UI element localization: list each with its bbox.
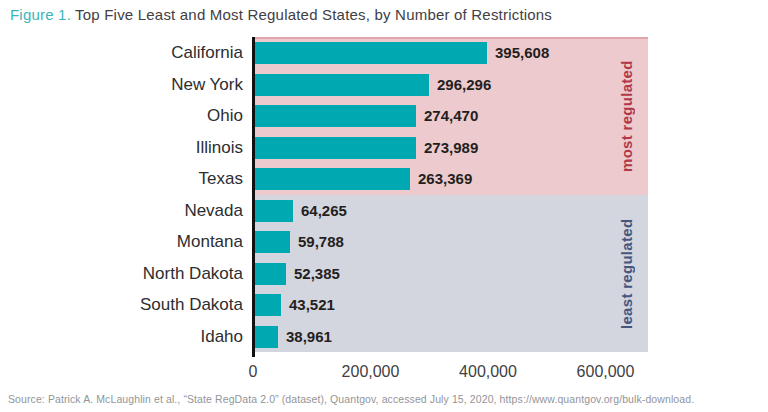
bar <box>255 263 286 285</box>
bar-value-label: 395,608 <box>495 42 549 64</box>
figure-title: Figure 1. Top Five Least and Most Regula… <box>10 6 552 23</box>
x-axis-tick-label: 600,000 <box>577 363 635 381</box>
category-label: New York <box>0 69 243 100</box>
category-label: Nevada <box>0 195 243 226</box>
x-axis-tick-label: 0 <box>249 363 258 381</box>
bar-value-label: 38,961 <box>286 326 332 348</box>
bar <box>255 42 487 64</box>
least-regulated-side-label: least regulated <box>618 195 652 352</box>
bar-value-label: 274,470 <box>424 105 478 127</box>
category-label: Idaho <box>0 321 243 352</box>
bar <box>255 168 410 190</box>
category-label: Ohio <box>0 100 243 131</box>
bar-chart: California 395,608 New York 296,296 Ohio 274,… <box>0 37 768 397</box>
bar-value-label: 263,369 <box>418 168 472 190</box>
category-label: Texas <box>0 163 243 194</box>
bar <box>255 74 429 96</box>
source-note: Source: Patrick A. McLaughlin et al., “S… <box>8 393 694 405</box>
bar <box>255 294 281 316</box>
category-label: California <box>0 37 243 68</box>
category-label: Illinois <box>0 132 243 163</box>
x-axis-tick-label: 200,000 <box>342 363 400 381</box>
bar <box>255 200 293 222</box>
bar-value-label: 59,788 <box>298 231 344 253</box>
bar-value-label: 43,521 <box>289 294 335 316</box>
category-label: South Dakota <box>0 289 243 320</box>
most-regulated-side-label: most regulated <box>618 37 652 195</box>
bar <box>255 105 416 127</box>
figure-label: Figure 1. <box>10 6 71 23</box>
bar-value-label: 296,296 <box>437 74 491 96</box>
bar <box>255 231 290 253</box>
x-axis-tick-label: 400,000 <box>459 363 517 381</box>
bar <box>255 326 278 348</box>
category-label: North Dakota <box>0 258 243 289</box>
bar-value-label: 64,265 <box>301 200 347 222</box>
bar-value-label: 52,385 <box>294 263 340 285</box>
bar <box>255 137 416 159</box>
category-label: Montana <box>0 226 243 257</box>
figure-container: Figure 1. Top Five Least and Most Regula… <box>0 0 768 412</box>
figure-title-text: Top Five Least and Most Regulated States… <box>75 6 552 23</box>
bar-value-label: 273,989 <box>424 137 478 159</box>
